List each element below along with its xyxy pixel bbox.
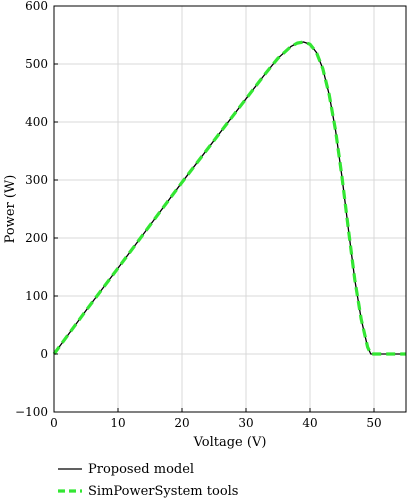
x-tick-label: 50 — [366, 416, 381, 430]
y-tick-label: 100 — [25, 289, 48, 303]
x-tick-label: 10 — [110, 416, 125, 430]
x-tick-label: 30 — [238, 416, 253, 430]
series-line-simpowersystem-tools — [52, 40, 406, 356]
x-tick-label: 20 — [174, 416, 189, 430]
y-tick-label: 0 — [40, 347, 48, 361]
y-tick-label: 500 — [25, 57, 48, 71]
x-tick-label: 40 — [302, 416, 317, 430]
x-axis-title: Voltage (V) — [193, 435, 267, 450]
plot-frame — [53, 5, 407, 413]
legend-label-proposed-model: Proposed model — [88, 462, 194, 477]
legend-label-simpowersystem-tools: SimPowerSystem tools — [88, 484, 238, 499]
y-tick-label: −100 — [15, 405, 48, 419]
y-axis-title: Power (W) — [3, 175, 18, 244]
legend: Proposed model SimPowerSystem tools — [58, 462, 238, 499]
y-tick-label: 200 — [25, 231, 48, 245]
y-tick-label: 300 — [25, 173, 48, 187]
series-layer — [52, 40, 406, 356]
y-tick-label: 400 — [25, 115, 48, 129]
x-tick-label: 0 — [50, 416, 58, 430]
grid — [53, 5, 406, 413]
series-line-proposed-model — [53, 41, 406, 355]
y-tick-label: 600 — [25, 0, 48, 13]
